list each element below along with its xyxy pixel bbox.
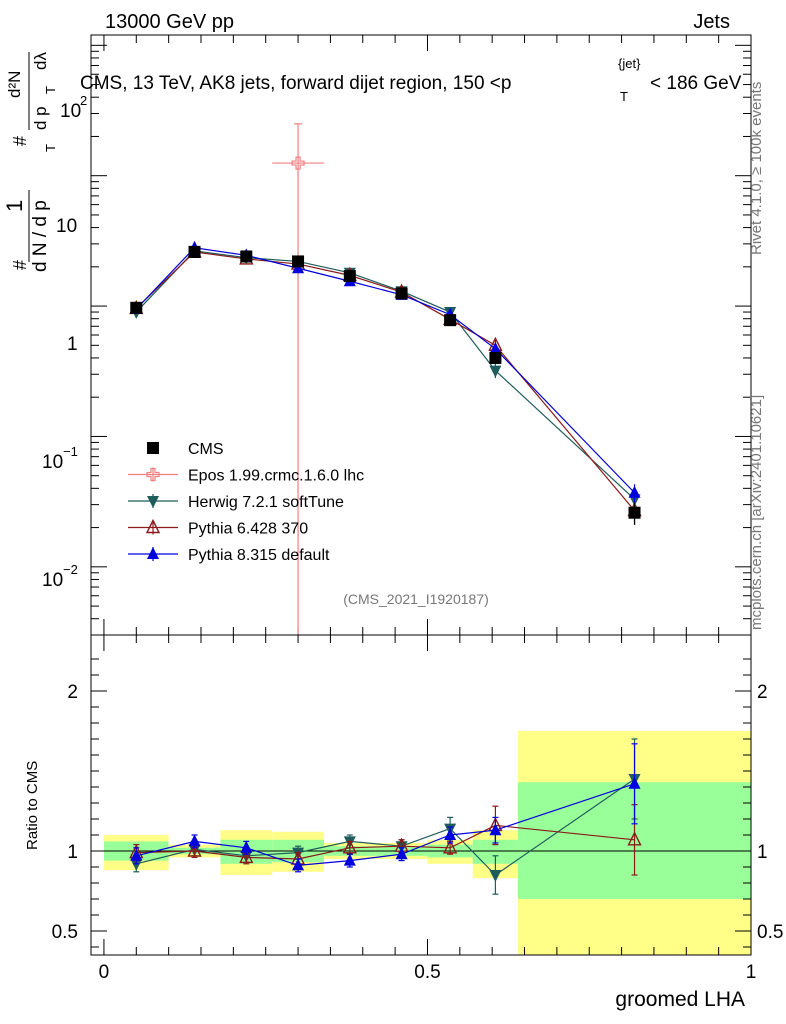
ratio-point	[239, 848, 254, 864]
legend-label: CMS	[188, 441, 224, 458]
data-point	[130, 301, 143, 314]
x-axis-label: groomed LHA	[615, 988, 745, 1011]
data-point	[240, 250, 253, 263]
xtick-label: 1	[746, 962, 757, 983]
mcplots-label: mcplots.cern.ch [arXiv:2401.10621]	[748, 395, 765, 630]
xtick-label: 0	[99, 962, 110, 983]
legend-marker	[147, 496, 159, 508]
data-point	[291, 156, 305, 170]
ratio-point	[395, 847, 408, 860]
data-point	[628, 506, 641, 519]
main-plot-frame	[90, 34, 752, 636]
plot-title: CMS, 13 TeV, AK8 jets, forward dijet reg…	[80, 73, 511, 94]
ylabel-dlambda: dλ	[31, 52, 50, 70]
legend-marker	[146, 467, 160, 482]
analysis-watermark: (CMS_2021_I1920187)	[343, 591, 489, 607]
main-y-axis-label: # 1 d N / d p T # d²N d p T dλ	[2, 52, 58, 272]
main-ytick-label-0.1: 10	[42, 452, 63, 473]
data-point	[489, 341, 502, 354]
ylabel-hash-1: #	[10, 260, 30, 270]
ratio-ytick-label-right: 0.5	[757, 922, 783, 943]
ratio-series-2	[130, 743, 641, 873]
ratio-point	[292, 858, 305, 871]
main-ytick-label-0.01-exp: −2	[63, 562, 78, 577]
series-4	[130, 240, 641, 503]
series-1	[272, 123, 324, 635]
ratio-point	[628, 776, 641, 789]
header-right: Jets	[693, 11, 730, 33]
ratio-ytick-label-left: 0.5	[52, 922, 78, 943]
series-0	[130, 245, 641, 525]
ratio-point	[442, 839, 458, 854]
data-point	[343, 270, 356, 283]
ratio-ytick-label-left: 1	[67, 842, 78, 863]
legend-marker	[145, 518, 161, 534]
ratio-point	[130, 848, 143, 861]
ratio-point	[489, 870, 502, 882]
ylabel-dp: d p	[31, 106, 50, 130]
ratio-ytick-label-right: 1	[757, 842, 768, 863]
ylabel-T-2: T	[43, 86, 58, 94]
main-ytick-label-100-exp: 2	[80, 93, 87, 108]
ylabel-T-1: T	[43, 144, 58, 152]
ratio-plot-series	[129, 738, 642, 895]
main-ytick-label-10: 10	[56, 216, 77, 237]
ratio-point	[188, 834, 201, 847]
main-plot-series	[129, 123, 642, 635]
ratio-point	[489, 823, 502, 836]
plot-title-sup: {jet}	[618, 56, 641, 71]
ratio-point	[187, 842, 202, 857]
ratio-point	[342, 839, 357, 854]
data-point	[188, 245, 201, 258]
rivet-version-label: Rivet 4.1.0, ≥ 100k events	[748, 82, 765, 255]
ratio-point	[444, 828, 457, 840]
main-plot-ticks	[91, 35, 752, 636]
ylabel-one: 1	[2, 200, 27, 212]
ylabel-hash-2: #	[10, 136, 30, 146]
header-left: 13000 GeV pp	[105, 11, 234, 33]
main-ytick-label-0.01: 10	[42, 570, 63, 591]
legend-marker	[147, 547, 159, 559]
ylabel-d2N: d²N	[5, 71, 24, 98]
legend: CMS Epos 1.99.crmc.1.6.0 lhc Herwig 7.2.1 …	[128, 441, 364, 564]
ratio-point	[343, 853, 356, 866]
ratio-ytick-label-left: 2	[67, 682, 78, 703]
data-point	[395, 287, 408, 300]
ratio-point	[627, 831, 642, 846]
ratio-tick-labels: 0.5 0.51 12 20 0.5 1	[52, 682, 784, 983]
main-ytick-label-0.1-exp: −1	[63, 444, 78, 459]
ylabel-dN: d N / d p	[30, 200, 51, 272]
data-point	[489, 351, 502, 364]
plot-title-tail: < 186 GeV	[650, 73, 742, 94]
data-point	[489, 365, 502, 378]
legend-marker	[147, 442, 159, 454]
ratio-y-axis-label: Ratio to CMS	[24, 761, 41, 850]
plot-title-main: CMS, 13 TeV, AK8 jets, forward dijet reg…	[80, 73, 511, 94]
main-ytick-label-1: 1	[67, 334, 78, 355]
data-point	[628, 485, 641, 498]
xtick-label: 0.5	[414, 962, 440, 983]
ratio-point	[240, 840, 253, 853]
legend-label: Pythia 6.428 370	[188, 521, 308, 538]
ratio-plot-frame	[90, 634, 752, 956]
legend-label: Pythia 8.315 default	[188, 547, 330, 564]
ratio-plot-ticks	[91, 635, 752, 955]
data-point	[292, 255, 305, 268]
legend-label: Epos 1.99.crmc.1.6.0 lhc	[188, 468, 364, 485]
ratio-point	[130, 858, 143, 871]
data-point	[444, 314, 457, 327]
plot-title-sub: T	[620, 89, 628, 104]
series-line	[135, 250, 635, 500]
ratio-ytick-label-right: 2	[757, 682, 768, 703]
legend-label: Herwig 7.2.1 softTune	[188, 494, 344, 511]
main-ytick-label-100: 10	[60, 101, 81, 122]
